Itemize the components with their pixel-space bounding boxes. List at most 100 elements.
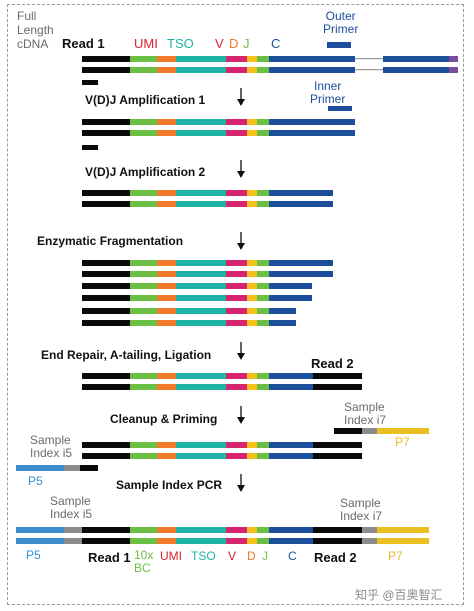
p5-label-bottom: P5 <box>26 548 41 562</box>
library-read2-0 <box>313 527 362 533</box>
umi-label: UMI <box>134 36 158 51</box>
vdj2-strand-0-read1-segment <box>82 190 130 196</box>
ligated-strand-0-umi-segment <box>130 373 157 379</box>
library-strand-1-d-segment <box>247 538 257 544</box>
sample-index-i5-label-top: Sample Index i5 <box>30 433 73 460</box>
frag-strand-1-d-segment <box>247 271 257 277</box>
cleanup-strand-1-tso-segment <box>157 453 176 459</box>
ligated-strand-0-read1-segment <box>82 373 130 379</box>
vdj2-strand-0-teal-segment <box>176 190 226 196</box>
vdj1-strand-1-umi-segment <box>130 130 157 136</box>
frag-strand-1-j-segment <box>257 271 269 277</box>
ligated-strand-1-tso-segment <box>157 384 176 390</box>
inner-read1-primer-bar <box>82 145 98 150</box>
cdna-strand-1-umi-segment <box>130 67 157 73</box>
v-label-bottom: V <box>228 549 237 563</box>
cdna-tail-blue-1 <box>383 67 449 73</box>
library-strand-0-d-segment <box>247 527 257 533</box>
cleanup-strand-1-j-segment <box>257 453 269 459</box>
cdna-strand-0-read1-segment <box>82 56 130 62</box>
arrow-6-head <box>237 485 245 492</box>
step-sample-index-pcr: Sample Index PCR <box>116 478 223 492</box>
cdna-strand-0-c-segment <box>269 56 355 62</box>
vdj1-strand-1-d-segment <box>247 130 257 136</box>
bc-label: 10x BC <box>134 548 154 575</box>
frag-strand-0-j-segment <box>257 260 269 266</box>
cdna-gap-line-1 <box>355 69 383 71</box>
frag-strand-4-teal-segment <box>176 308 226 314</box>
frag-strand-0-tso-segment <box>157 260 176 266</box>
frag-strand-3-j-segment <box>257 295 269 301</box>
frag-strand-4-umi-segment <box>130 308 157 314</box>
frag-strand-5-v-segment <box>226 320 247 326</box>
vdj2-strand-0-umi-segment <box>130 190 157 196</box>
step-end-repair: End Repair, A-tailing, Ligation <box>41 348 212 362</box>
ligated-strand-1-d-segment <box>247 384 257 390</box>
ligated-strand-0-tso-segment <box>157 373 176 379</box>
arrow-3-head <box>237 243 245 250</box>
frag-strand-4-read1-segment <box>82 308 130 314</box>
library-strand-0-j-segment <box>257 527 269 533</box>
cdna-tail-purple-0 <box>449 56 458 62</box>
cleanup-strand-1-v-segment <box>226 453 247 459</box>
vdj2-strand-1-teal-segment <box>176 201 226 207</box>
library-strand-1-teal-segment <box>176 538 226 544</box>
vdj2-strand-1-d-segment <box>247 201 257 207</box>
frag-strand-3-c-segment <box>269 295 312 301</box>
ligated-read2-0 <box>313 373 362 379</box>
frag-strand-2-c-segment <box>269 283 312 289</box>
frag-strand-5-teal-segment <box>176 320 226 326</box>
vdj2-strand-0-j-segment <box>257 190 269 196</box>
frag-strand-4-c-segment <box>269 308 296 314</box>
vdj1-strand-1-read1-segment <box>82 130 130 136</box>
frag-strand-5-j-segment <box>257 320 269 326</box>
ligated-strand-0-v-segment <box>226 373 247 379</box>
library-i7-index-1 <box>362 538 377 544</box>
frag-strand-5-umi-segment <box>130 320 157 326</box>
read1-label-bottom: Read 1 <box>88 550 131 565</box>
cdna-strand-1-v-segment <box>226 67 247 73</box>
frag-strand-2-v-segment <box>226 283 247 289</box>
vdj1-strand-0-j-segment <box>257 119 269 125</box>
library-strand-0-teal-segment <box>176 527 226 533</box>
vdj2-strand-1-j-segment <box>257 201 269 207</box>
vdj2-strand-0-v-segment <box>226 190 247 196</box>
cdna-strand-1-j-segment <box>257 67 269 73</box>
vdj2-strand-1-umi-segment <box>130 201 157 207</box>
cleanup-strand-0-read1-segment <box>82 442 130 448</box>
step-vdj-amplification-1: V(D)J Amplification 1 <box>85 93 206 107</box>
frag-strand-0-c-segment <box>269 260 333 266</box>
frag-strand-0-d-segment <box>247 260 257 266</box>
frag-strand-1-read1-segment <box>82 271 130 277</box>
cdna-tail-purple-1 <box>449 67 458 73</box>
library-p5-1 <box>16 538 64 544</box>
cleanup-strand-0-tso-segment <box>157 442 176 448</box>
vdj2-strand-0-d-segment <box>247 190 257 196</box>
library-p7-1 <box>377 538 429 544</box>
frag-strand-4-tso-segment <box>157 308 176 314</box>
ligated-strand-1-v-segment <box>226 384 247 390</box>
frag-strand-4-v-segment <box>226 308 247 314</box>
v-label: V <box>215 36 224 51</box>
vdj2-strand-1-c-segment <box>269 201 333 207</box>
cleanup-strand-1-teal-segment <box>176 453 226 459</box>
vdj1-strand-0-umi-segment <box>130 119 157 125</box>
cleanup-strand-1-c-segment <box>269 453 313 459</box>
cleanup-strand-1-read1-segment <box>82 453 130 459</box>
step-enzymatic-fragmentation: Enzymatic Fragmentation <box>37 234 184 248</box>
vdj2-strand-1-tso-segment <box>157 201 176 207</box>
library-i7-index-0 <box>362 527 377 533</box>
j-label-bottom: J <box>262 549 268 563</box>
frag-strand-5-read1-segment <box>82 320 130 326</box>
frag-strand-2-d-segment <box>247 283 257 289</box>
frag-strand-3-read1-segment <box>82 295 130 301</box>
cdna-strand-1-c-segment <box>269 67 355 73</box>
vdj1-strand-0-tso-segment <box>157 119 176 125</box>
frag-strand-1-c-segment <box>269 271 333 277</box>
cleanup-strand-1-umi-segment <box>130 453 157 459</box>
library-p5-0 <box>16 527 64 533</box>
library-strand-0-umi-segment <box>130 527 157 533</box>
sample-index-i7-label-bottom: Sample Index i7 <box>340 496 383 523</box>
sample-index-i5-label-bottom: Sample Index i5 <box>50 494 93 521</box>
